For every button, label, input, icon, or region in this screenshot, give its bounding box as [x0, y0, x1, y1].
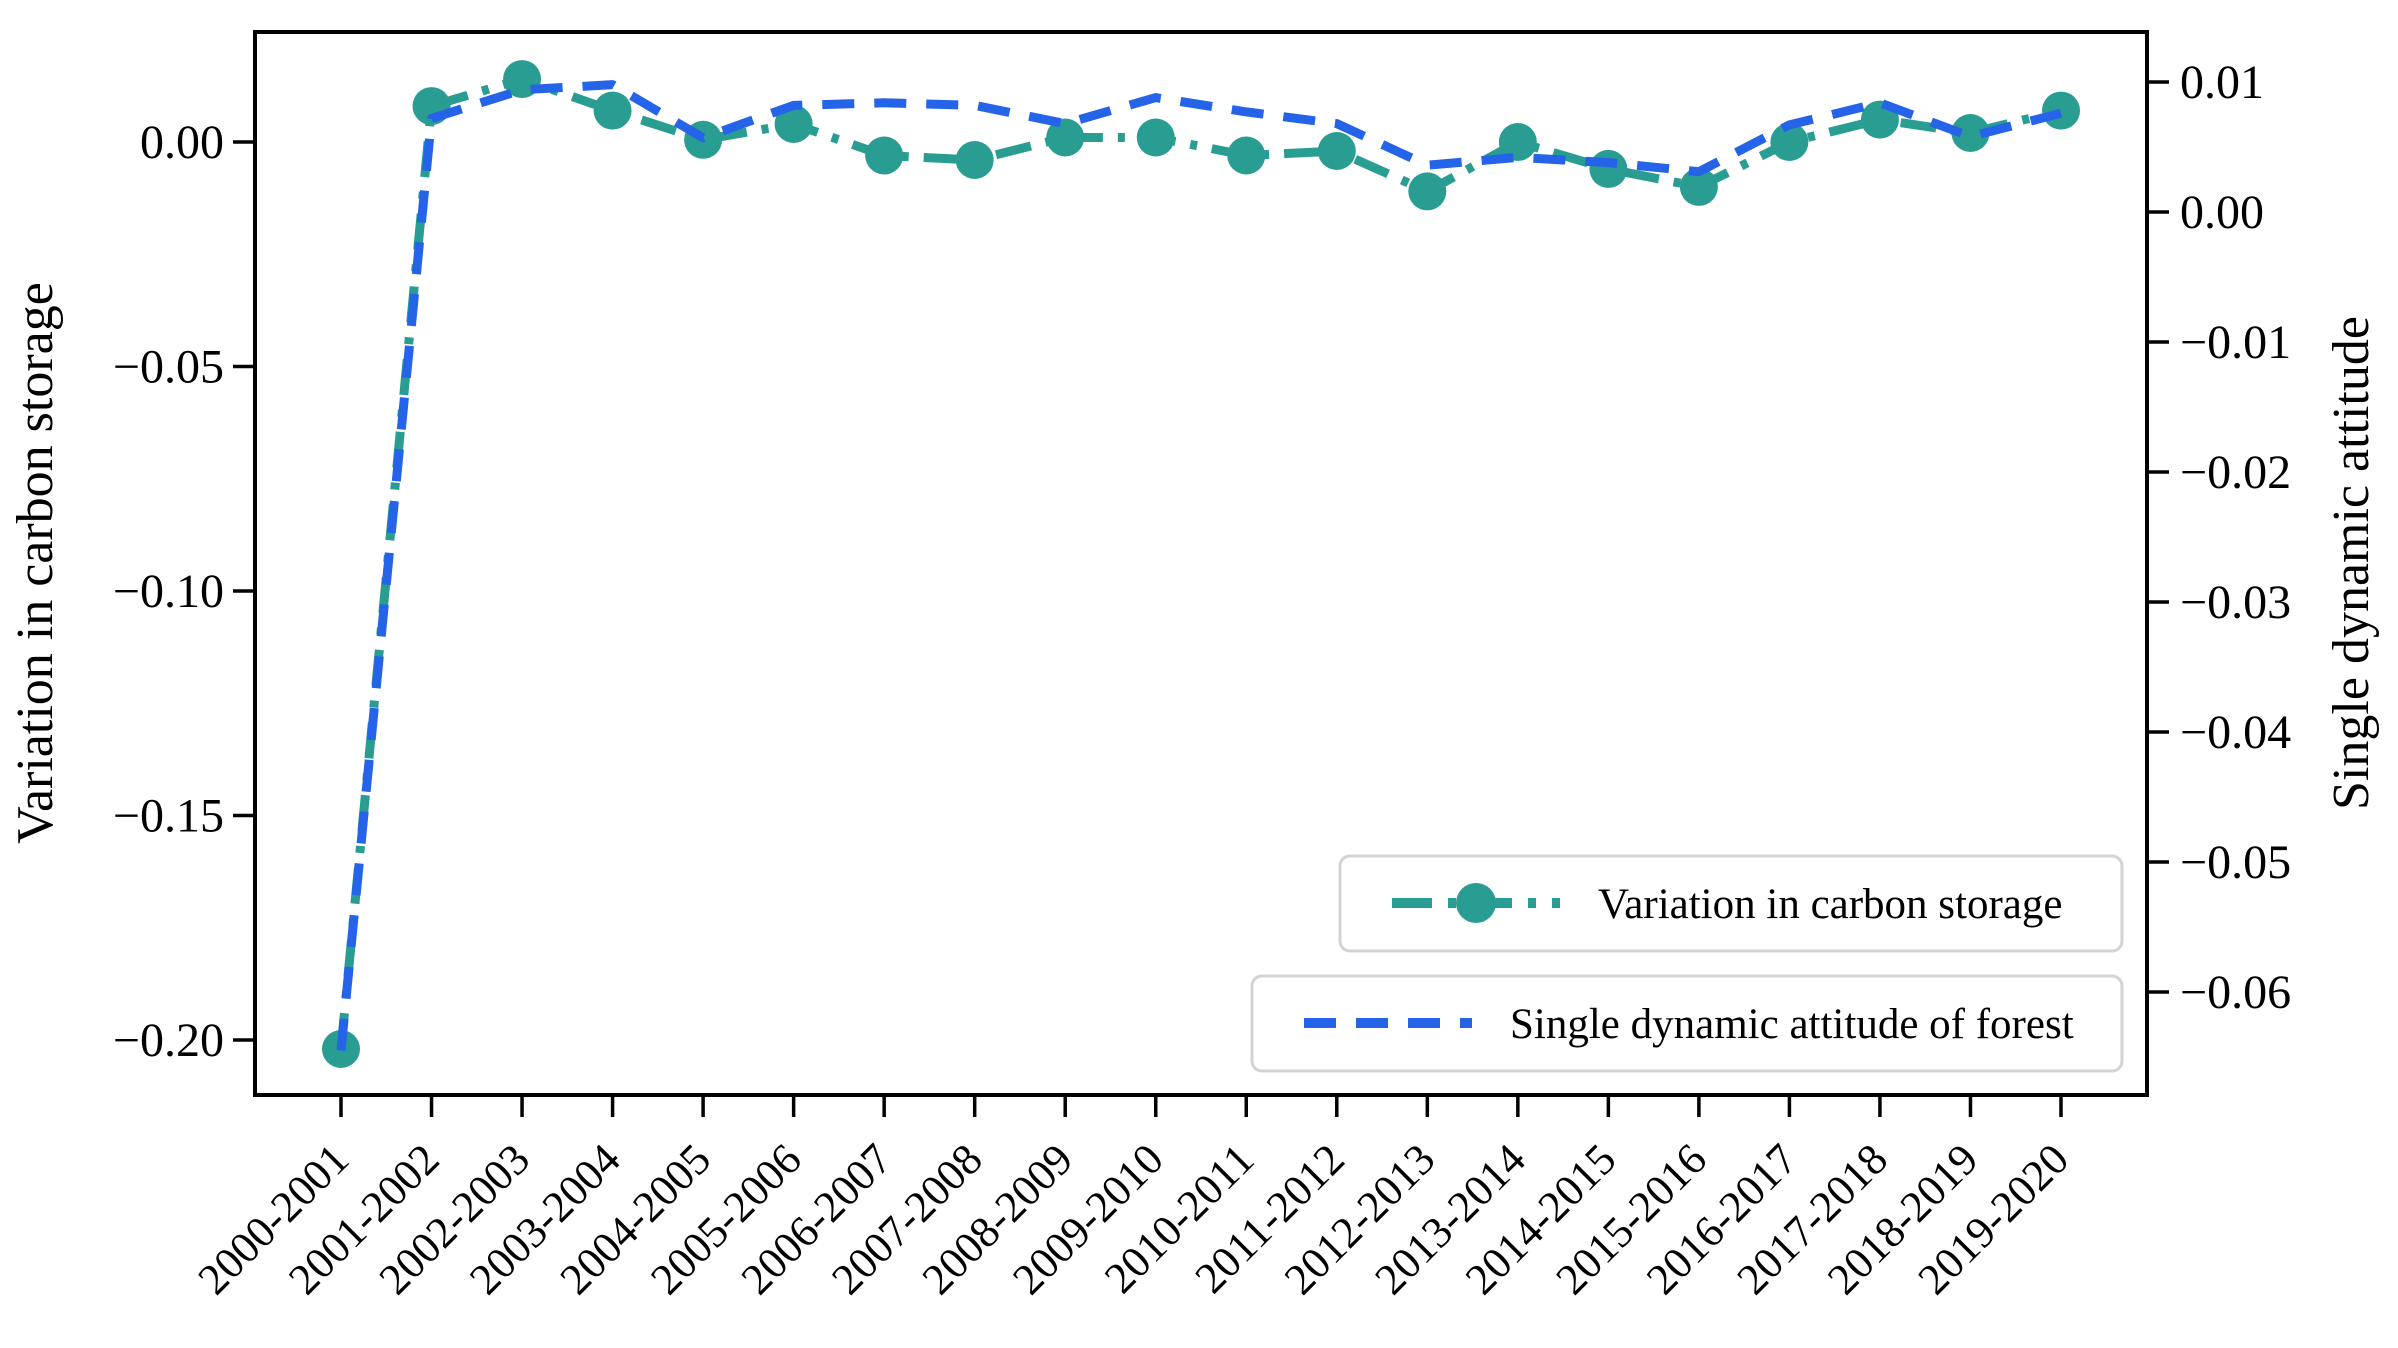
- left-tick-label: −0.15: [113, 789, 224, 842]
- carbon-storage-marker: [865, 136, 904, 175]
- legend-item-carbon: Variation in carbon storage: [1338, 854, 2124, 953]
- axis-ticks: 0.00 −0.05 −0.10 −0.15 −0.20 0.01 0.00 −0.01 −0.…: [113, 56, 2291, 1304]
- carbon-storage-marker: [1951, 114, 1990, 152]
- legend-frame: [1250, 974, 2124, 1073]
- plot-area: [253, 30, 2149, 1097]
- carbon-storage-marker: [1770, 123, 1809, 161]
- carbon-storage-marker: [1408, 172, 1447, 211]
- legend-label-attitude: Single dynamic attitude of forest: [1510, 1001, 2074, 1048]
- carbon-storage-marker: [593, 91, 632, 130]
- left-axis-label: Variation in carbon storage: [7, 282, 64, 844]
- right-tick-label: −0.04: [2180, 706, 2291, 759]
- right-tick-label: −0.02: [2180, 446, 2291, 499]
- carbon-storage-marker: [2042, 91, 2080, 130]
- carbon-storage-marker: [412, 87, 451, 126]
- left-tick-label: −0.10: [113, 565, 224, 618]
- carbon-storage-marker: [1227, 136, 1266, 175]
- legend-sample-marker-icon: [1456, 883, 1496, 923]
- carbon-storage-marker: [1498, 123, 1537, 161]
- carbon-storage-marker: [774, 105, 813, 143]
- legend-item-attitude: Single dynamic attitude of forest: [1250, 974, 2124, 1073]
- carbon-storage-marker: [1136, 118, 1175, 157]
- right-tick-label: −0.01: [2180, 316, 2291, 369]
- legend-frame: [1338, 854, 2124, 953]
- left-tick-label: −0.05: [113, 341, 224, 394]
- left-tick-label: 0.00: [140, 116, 224, 169]
- left-tick-label: −0.20: [113, 1014, 224, 1067]
- carbon-storage-marker: [1679, 167, 1718, 206]
- legend-label-carbon: Variation in carbon storage: [1598, 881, 2062, 928]
- right-tick-label: −0.03: [2180, 576, 2291, 629]
- right-tick-label: 0.00: [2180, 186, 2264, 239]
- right-axis-label: Single dynamic attitude: [2323, 316, 2380, 810]
- right-tick-label: −0.05: [2180, 836, 2291, 889]
- dynamic-attitude-line: [336, 80, 2063, 1051]
- data-series: [322, 60, 2080, 1068]
- right-tick-label: 0.01: [2180, 56, 2264, 109]
- right-tick-label: −0.06: [2180, 966, 2291, 1019]
- carbon-storage-marker: [955, 141, 994, 179]
- carbon-storage-marker: [1589, 149, 1628, 188]
- carbon-storage-marker: [1046, 118, 1085, 157]
- carbon-storage-marker: [1317, 132, 1356, 170]
